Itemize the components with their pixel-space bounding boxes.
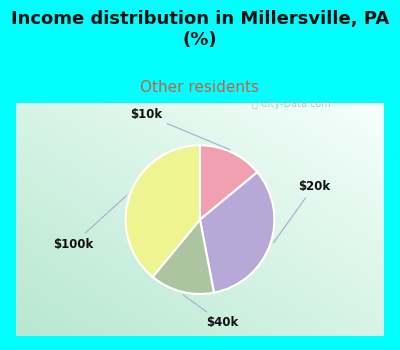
Text: $40k: $40k <box>183 295 238 329</box>
Text: $20k: $20k <box>273 180 330 243</box>
Text: $10k: $10k <box>130 108 230 150</box>
Wedge shape <box>126 145 200 277</box>
Wedge shape <box>200 172 274 293</box>
Text: ⦿ City-Data.com: ⦿ City-Data.com <box>252 99 331 109</box>
Wedge shape <box>200 145 257 220</box>
Text: $100k: $100k <box>53 196 126 251</box>
Text: Other residents: Other residents <box>140 80 260 95</box>
Text: Income distribution in Millersville, PA
(%): Income distribution in Millersville, PA … <box>11 10 389 49</box>
Wedge shape <box>152 220 214 294</box>
